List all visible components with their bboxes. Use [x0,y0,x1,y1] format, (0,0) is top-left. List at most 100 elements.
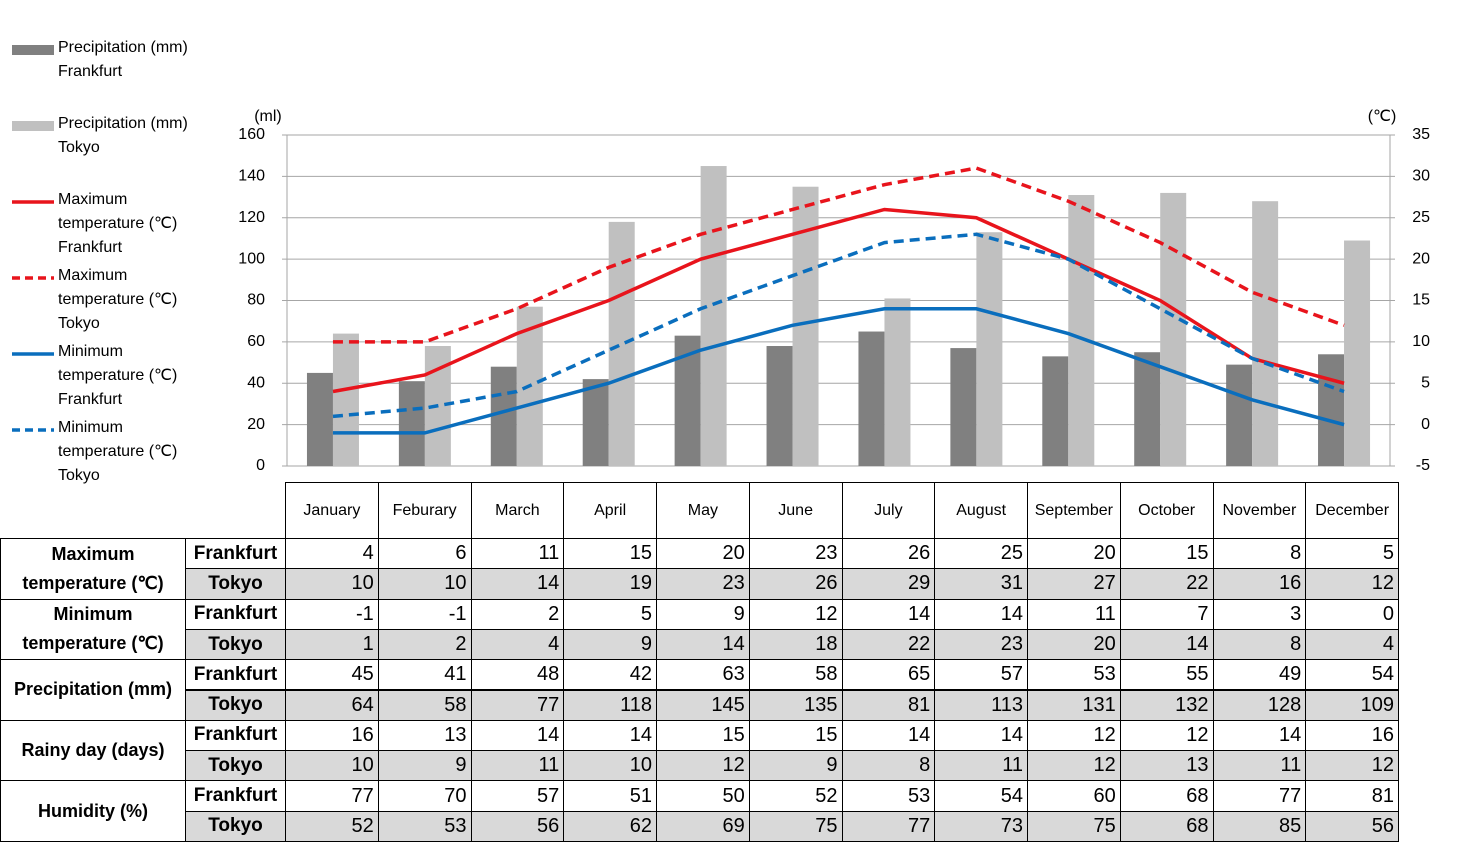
legend-swatch [12,121,54,131]
table-cell: 5 [563,598,657,630]
table-cell: 65 [841,659,936,691]
table-cell: 14 [563,719,657,752]
table-header: September [1027,482,1121,539]
table-cell: 9 [377,750,472,782]
table-cell: 5 [1305,538,1399,570]
bar [332,333,359,466]
table-cell: 0 [1305,598,1399,630]
table-cell: 73 [934,810,1028,842]
table-cell: 14 [470,568,565,600]
y2-tick-label: 5 [1421,374,1430,391]
table-cell: 2 [377,628,472,661]
table-cell: 53 [841,780,936,812]
legend-label: Minimum temperature (℃) Frankfurt [58,343,178,408]
table-cell: 3 [1212,598,1307,630]
table-cell: 8 [841,750,936,782]
table-cell: 16 [1305,719,1399,752]
legend-label: Precipitation (mm) Frankfurt [58,39,188,80]
bar [1226,364,1253,466]
y-tick-label: 80 [247,292,265,309]
table-cell: 14 [1212,719,1307,752]
legend-label: Maximum temperature (℃) Frankfurt [58,191,178,256]
table-cell: 85 [1212,810,1307,842]
table-cell: 15 [656,719,750,752]
bar [884,298,911,466]
legend-label: Maximum temperature (℃) Tokyo [58,267,178,332]
table-cell: 51 [563,780,657,812]
table-cell: 12 [748,598,843,630]
bar [398,381,425,466]
table-cell: 26 [748,568,843,600]
table-cell: 56 [1305,810,1399,842]
legend-label: Precipitation (mm) Tokyo [58,115,188,156]
table-cell: 54 [1305,659,1399,691]
table-cell: 14 [470,719,565,752]
bar [608,221,635,466]
table-cell: 12 [656,750,750,782]
table-cell: 60 [1027,780,1121,812]
table-cell: 57 [470,780,565,812]
group-label: Minimum temperature (℃) [0,598,186,661]
table-cell: 8 [1212,628,1307,661]
table-cell: 4 [1305,628,1399,661]
table-cell: 10 [285,750,379,782]
legend-swatch [12,45,54,55]
legend-bar [12,45,54,55]
table-header: March [470,482,565,539]
table-cell: 12 [1119,719,1214,752]
table-cell: 23 [934,628,1028,661]
table-cell: 77 [470,689,565,721]
table-cell: 16 [1212,568,1307,600]
legend-item: Maximum temperature (℃) Frankfurt [12,190,212,262]
line [332,307,1345,435]
table-header: June [748,482,843,539]
table-cell: 11 [1027,598,1121,630]
y-axis-label: (ml) [254,108,282,125]
legend-item: Minimum temperature (℃) Tokyo [12,418,212,490]
bar [582,379,609,466]
bar [490,366,517,466]
y-tick-label: 160 [238,126,265,143]
table-cell: 68 [1119,810,1214,842]
bar [976,232,1003,466]
row-label: Frankfurt [185,659,286,691]
table-cell: 75 [1027,810,1121,842]
table-cell: 14 [934,598,1028,630]
table-cell: -1 [377,598,472,630]
group-label: Rainy day (days) [0,719,186,782]
table-cell: 55 [1119,659,1214,691]
table-cell: 12 [1305,750,1399,782]
table-cell: 135 [748,689,843,721]
table-cell: 12 [1027,750,1121,782]
table-header: January [285,482,379,539]
table-cell: 50 [656,780,750,812]
table-cell: 25 [934,538,1028,570]
table-cell: 77 [285,780,379,812]
table-cell: 45 [285,659,379,691]
table-cell: 53 [377,810,472,842]
table-cell: 58 [377,689,472,721]
table-cell: 64 [285,689,379,721]
table-cell: 4 [285,538,379,570]
table-cell: 14 [841,719,936,752]
y2-tick-label: -5 [1416,457,1430,474]
table-cell: 20 [1027,628,1121,661]
table-cell: 77 [1212,780,1307,812]
row-label: Tokyo [185,628,286,661]
table-cell: 18 [748,628,843,661]
table-header: April [563,482,657,539]
table-cell: 13 [377,719,472,752]
table-cell: 68 [1119,780,1214,812]
line [332,207,1345,394]
table-cell: 131 [1027,689,1121,721]
table-cell: 29 [841,568,936,600]
table-header: November [1212,482,1307,539]
table-cell: 16 [285,719,379,752]
table-cell: 62 [563,810,657,842]
bar [950,348,977,466]
table-cell: 69 [656,810,750,842]
y2-tick-label: 0 [1421,416,1430,433]
table-cell: 15 [563,538,657,570]
table-cell: 109 [1305,689,1399,721]
